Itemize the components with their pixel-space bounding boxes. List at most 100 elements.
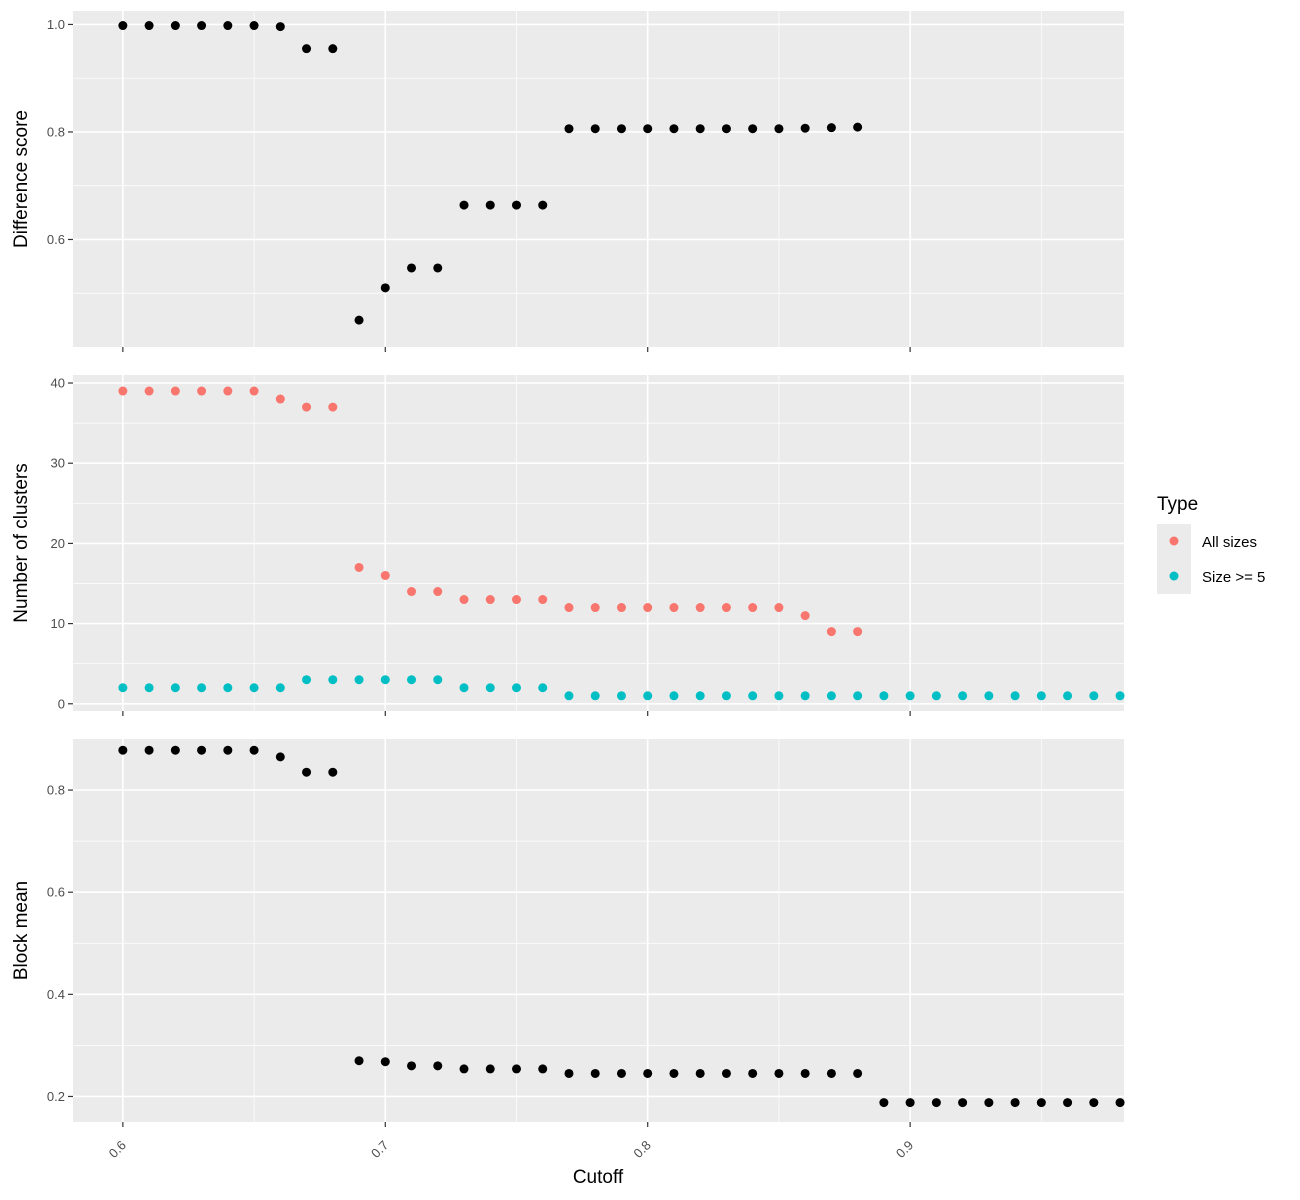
data-point: [800, 611, 810, 621]
data-point: [564, 1068, 574, 1078]
data-point: [433, 587, 443, 597]
data-point: [721, 691, 731, 701]
data-point: [223, 21, 233, 31]
data-point: [485, 683, 495, 693]
x-axis-title: Cutoff: [573, 1167, 624, 1188]
data-point: [197, 683, 207, 693]
data-point: [564, 691, 574, 701]
data-point: [748, 603, 758, 613]
data-point: [590, 124, 600, 134]
data-point: [616, 124, 626, 134]
data-point: [459, 595, 469, 605]
data-point: [1063, 1098, 1073, 1108]
data-point: [721, 1068, 731, 1078]
y-tick-label: 10: [51, 616, 65, 631]
data-point: [407, 587, 417, 597]
data-point: [433, 675, 443, 685]
data-point: [249, 683, 259, 693]
y-tick-label: 0.6: [47, 232, 65, 247]
data-point: [433, 1061, 443, 1071]
data-point: [616, 1068, 626, 1078]
data-point: [643, 124, 653, 134]
data-point: [407, 1061, 417, 1071]
data-point: [328, 402, 338, 412]
data-point: [826, 123, 836, 133]
y-tick-label: 0.8: [47, 783, 65, 798]
data-point: [721, 124, 731, 134]
data-point: [905, 691, 915, 701]
y-axis-title: Block mean: [11, 881, 32, 980]
y-tick-label: 40: [51, 376, 65, 391]
data-point: [643, 603, 653, 613]
data-point: [538, 683, 548, 693]
data-point: [958, 691, 968, 701]
data-point: [564, 124, 574, 134]
data-point: [826, 691, 836, 701]
y-axis-title: Number of clusters: [11, 463, 32, 622]
data-point: [485, 595, 495, 605]
data-point: [800, 123, 810, 133]
data-point: [774, 691, 784, 701]
data-point: [984, 691, 994, 701]
data-point: [800, 1068, 810, 1078]
data-point: [879, 1098, 889, 1108]
y-tick-label: 0.6: [47, 885, 65, 900]
data-point: [170, 386, 180, 396]
data-point: [1010, 1098, 1020, 1108]
legend-key-size-ge-5: [1169, 571, 1179, 581]
data-point: [328, 675, 338, 685]
data-point: [511, 683, 521, 693]
x-tick-label: 0.7: [368, 1138, 391, 1161]
data-point: [590, 603, 600, 613]
y-tick-label: 20: [51, 536, 65, 551]
data-point: [249, 745, 259, 755]
y-tick-label: 0.2: [47, 1089, 65, 1104]
panels-layer: 0.6 0.8 1.0 Difference score 0 10 20 30 40 Number…: [11, 11, 1125, 1161]
y-tick-label: 0.8: [47, 124, 65, 139]
data-point: [197, 386, 207, 396]
panel-2: 0 10 20 30 40 Number of clusters: [11, 375, 1125, 716]
data-point: [669, 691, 679, 701]
panel-background: [73, 739, 1124, 1122]
data-point: [879, 691, 889, 701]
data-point: [695, 691, 705, 701]
data-point: [774, 603, 784, 613]
data-point: [931, 1098, 941, 1108]
data-point: [590, 1068, 600, 1078]
y-tick-label: 30: [51, 456, 65, 471]
data-point: [354, 315, 364, 325]
data-point: [905, 1098, 915, 1108]
data-point: [328, 767, 338, 777]
data-point: [1089, 691, 1099, 701]
data-point: [511, 1064, 521, 1074]
data-point: [302, 767, 312, 777]
data-point: [1115, 691, 1125, 701]
legend-label-all-sizes: All sizes: [1202, 534, 1257, 551]
panel-background: [73, 11, 1124, 347]
data-point: [380, 675, 390, 685]
data-point: [669, 1068, 679, 1078]
data-point: [302, 402, 312, 412]
data-point: [144, 21, 154, 31]
data-point: [1036, 1098, 1046, 1108]
data-point: [223, 745, 233, 755]
data-point: [170, 745, 180, 755]
data-point: [275, 683, 285, 693]
x-tick-label: 0.6: [106, 1138, 129, 1161]
data-point: [590, 691, 600, 701]
data-point: [853, 691, 863, 701]
data-point: [538, 595, 548, 605]
data-point: [197, 21, 207, 31]
data-point: [538, 200, 548, 210]
data-point: [695, 603, 705, 613]
data-point: [748, 691, 758, 701]
data-point: [223, 683, 233, 693]
data-point: [302, 675, 312, 685]
data-point: [249, 21, 259, 31]
legend-key-all-sizes: [1169, 536, 1179, 546]
data-point: [275, 752, 285, 762]
data-point: [354, 562, 364, 572]
data-point: [459, 683, 469, 693]
data-point: [407, 263, 417, 273]
legend-title: Type: [1157, 494, 1198, 515]
